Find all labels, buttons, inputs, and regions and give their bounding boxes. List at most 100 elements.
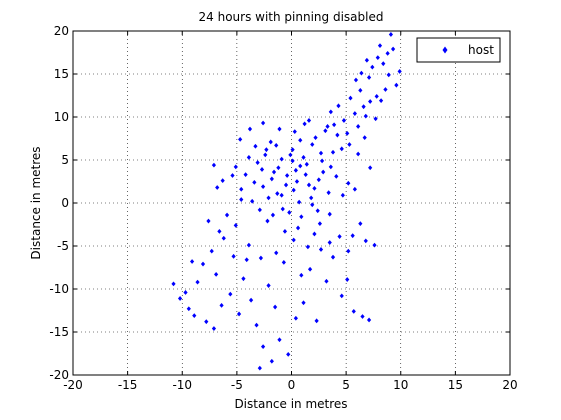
scatter-point <box>286 351 291 357</box>
y-tick-label: 20 <box>54 24 69 38</box>
scatter-point <box>377 43 383 49</box>
scatter-point <box>257 365 262 371</box>
scatter-point <box>319 158 325 164</box>
scatter-point <box>360 314 365 319</box>
scatter-point <box>348 95 353 101</box>
scatter-point <box>386 72 391 78</box>
scatter-point <box>317 221 323 227</box>
scatter-point <box>259 167 265 172</box>
scatter-point <box>375 55 380 61</box>
scatter-point <box>297 199 302 205</box>
scatter-point <box>219 302 224 308</box>
scatter-point <box>345 130 350 136</box>
scatter-point <box>314 318 319 324</box>
scatter-point <box>280 206 285 212</box>
x-tick-label: 0 <box>288 378 296 392</box>
scatter-point <box>177 296 183 301</box>
scatter-point <box>246 242 251 248</box>
data-points <box>171 32 402 371</box>
scatter-point <box>352 186 357 192</box>
scatter-point <box>247 126 253 132</box>
scatter-point <box>361 104 366 110</box>
scatter-point <box>397 69 402 74</box>
scatter-point <box>186 306 191 312</box>
scatter-point <box>269 358 274 364</box>
x-axis-label: Distance in metres <box>234 397 347 411</box>
scatter-point <box>363 113 368 119</box>
y-tick-label: -20 <box>49 368 69 382</box>
scatter-point <box>301 155 306 160</box>
y-tick-label: 10 <box>54 110 69 124</box>
scatter-point <box>346 248 351 254</box>
scatter-point <box>291 237 296 243</box>
scatter-point <box>287 210 292 215</box>
y-tick-label: 0 <box>61 196 69 210</box>
scatter-point <box>209 248 214 254</box>
legend-box <box>416 37 501 63</box>
scatter-point <box>258 255 264 261</box>
scatter-point <box>253 143 258 149</box>
scatter-point <box>206 218 211 224</box>
scatter-point <box>260 344 266 350</box>
scatter-point <box>270 212 276 218</box>
scatter-point <box>306 182 312 188</box>
scatter-point <box>239 197 244 202</box>
scatter-point <box>277 337 282 343</box>
scatter-point <box>274 250 279 256</box>
legend: host <box>416 37 501 63</box>
scatter-point <box>214 271 219 277</box>
scatter-point <box>224 212 230 218</box>
scatter-point <box>192 313 197 319</box>
scatter-point <box>236 311 242 317</box>
scatter-point <box>233 222 238 228</box>
y-tick-label: -5 <box>57 239 69 253</box>
scatter-point <box>248 297 254 303</box>
scatter-point <box>266 283 271 288</box>
scatter-point <box>305 244 310 250</box>
x-tick-label: 20 <box>502 378 517 392</box>
scatter-point <box>215 185 220 190</box>
scatter-point <box>318 247 324 252</box>
scatter-point <box>330 149 336 155</box>
scatter-point <box>313 135 318 141</box>
scatter-point <box>352 111 357 116</box>
scatter-point <box>346 180 351 186</box>
scatter-point <box>385 50 390 56</box>
scatter-point <box>340 192 345 198</box>
scatter-point <box>299 214 304 220</box>
scatter-point <box>285 173 290 178</box>
y-tick-label: 5 <box>61 153 69 167</box>
scatter-point <box>353 77 359 83</box>
scatter-point <box>351 308 356 314</box>
scatter-point <box>356 151 361 157</box>
scatter-point <box>358 87 363 93</box>
scatter-point <box>366 317 372 323</box>
scatter-point <box>373 116 378 122</box>
scatter-point <box>321 169 326 175</box>
scatter-point <box>307 266 313 272</box>
scatter-point <box>345 277 350 282</box>
scatter-point <box>274 142 279 148</box>
y-tick-label: -10 <box>49 282 69 296</box>
scatter-point <box>282 228 288 234</box>
scatter-point <box>257 207 262 213</box>
scatter-point <box>318 150 324 156</box>
legend-marker-icon <box>442 46 448 54</box>
scatter-point <box>294 179 300 184</box>
scatter-point <box>391 46 396 52</box>
y-axis-label: Distance in metres <box>29 146 43 259</box>
scatter-point <box>279 192 284 198</box>
scatter-point <box>363 238 368 244</box>
scatter-point <box>326 190 331 196</box>
scatter-point <box>260 120 266 126</box>
scatter-point <box>312 231 317 237</box>
scatter-point <box>298 163 303 169</box>
x-tick-labels: -20 -15 -10 -5 0 5 10 15 20 <box>63 378 517 392</box>
scatter-point <box>358 221 363 227</box>
scatter-point <box>241 276 246 282</box>
scatter-point <box>372 242 377 248</box>
scatter-point <box>378 98 384 104</box>
scatter-point <box>271 169 277 175</box>
scatter-point <box>388 32 394 37</box>
scatter-point <box>327 240 332 245</box>
